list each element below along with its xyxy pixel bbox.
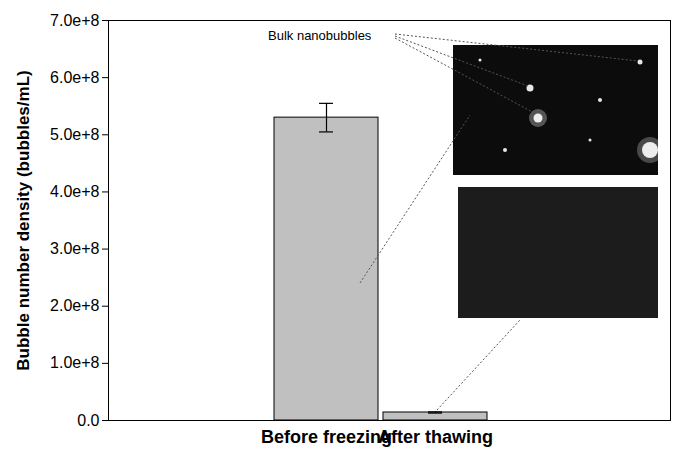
svg-text:5.0e+8: 5.0e+8 (50, 126, 99, 143)
svg-text:1.0e+8: 1.0e+8 (50, 354, 99, 371)
svg-text:6.0e+8: 6.0e+8 (50, 69, 99, 86)
svg-text:Bubble number density (bubbles: Bubble number density (bubbles/mL) (14, 70, 33, 370)
svg-text:4.0e+8: 4.0e+8 (50, 183, 99, 200)
svg-text:Bulk nanobubbles: Bulk nanobubbles (268, 28, 372, 43)
svg-text:0.0: 0.0 (77, 412, 99, 429)
svg-text:Before freezing: Before freezing (261, 427, 392, 447)
svg-text:3.0e+8: 3.0e+8 (50, 240, 99, 257)
svg-text:7.0e+8: 7.0e+8 (50, 12, 99, 29)
svg-text:After thawing: After thawing (378, 427, 493, 447)
svg-text:2.0e+8: 2.0e+8 (50, 297, 99, 314)
